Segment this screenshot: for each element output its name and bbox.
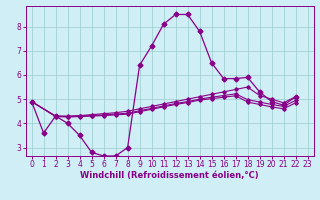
X-axis label: Windchill (Refroidissement éolien,°C): Windchill (Refroidissement éolien,°C): [80, 171, 259, 180]
